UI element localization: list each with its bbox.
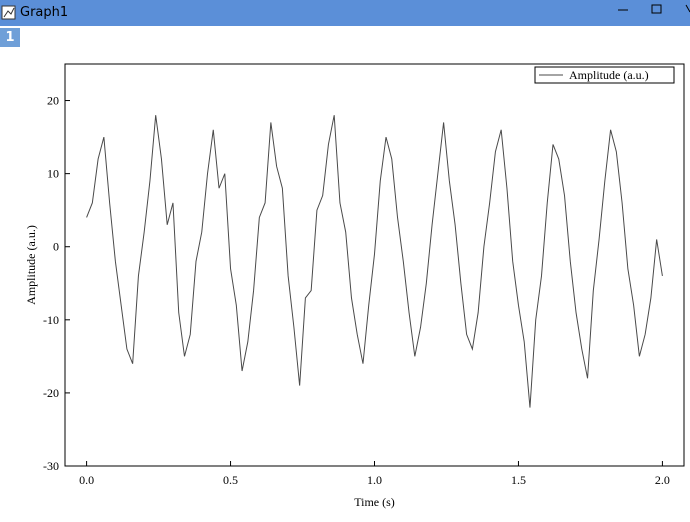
legend-box (534, 66, 675, 84)
legend-label: Amplitude (a.u.) (569, 68, 649, 82)
y-tick-label: 20 (47, 94, 59, 108)
x-tick-label: 1.0 (367, 473, 382, 487)
data-line (86, 115, 663, 408)
window-icons (1, 4, 690, 20)
y-tick-label: -20 (43, 386, 59, 400)
y-tick-label: -30 (43, 459, 59, 473)
y-tick-label: 0 (53, 240, 59, 254)
window-title: Graph1 (20, 5, 69, 20)
plot-frame (64, 63, 685, 467)
x-axis-label: Time (s) (354, 495, 395, 509)
x-tick-label: 0.5 (223, 473, 238, 487)
x-tick-label: 1.5 (511, 473, 526, 487)
y-tick-label: 10 (47, 167, 59, 181)
x-tick-label: 0.0 (79, 473, 94, 487)
x-tick-label: 2.0 (655, 473, 670, 487)
title-bar: Graph1 (0, 0, 690, 26)
y-tick-label: -10 (43, 313, 59, 327)
layer-tab[interactable]: 1 (0, 28, 20, 47)
y-axis-label: Amplitude (a.u.) (24, 225, 38, 305)
